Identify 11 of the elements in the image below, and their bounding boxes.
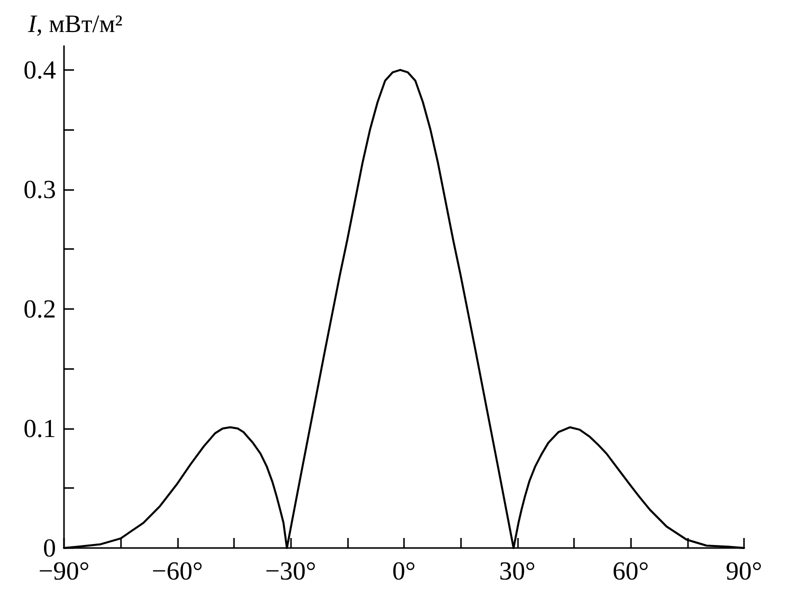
- y-tick-label: 0.4: [24, 55, 56, 84]
- x-tick-label: −60°: [152, 556, 203, 586]
- y-tick-label: 0.3: [24, 174, 56, 204]
- x-tick-label: 30°: [499, 556, 536, 586]
- x-tick-label: −30°: [265, 556, 316, 586]
- y-tick-label: 0.1: [24, 414, 56, 443]
- y-tick-label: 0.2: [24, 294, 56, 324]
- x-tick-label: 90°: [726, 556, 762, 586]
- x-tick-label: 0°: [392, 556, 416, 586]
- x-tick-label: 60°: [612, 556, 649, 586]
- y-axis-title: I, мВт/м²: [28, 11, 123, 38]
